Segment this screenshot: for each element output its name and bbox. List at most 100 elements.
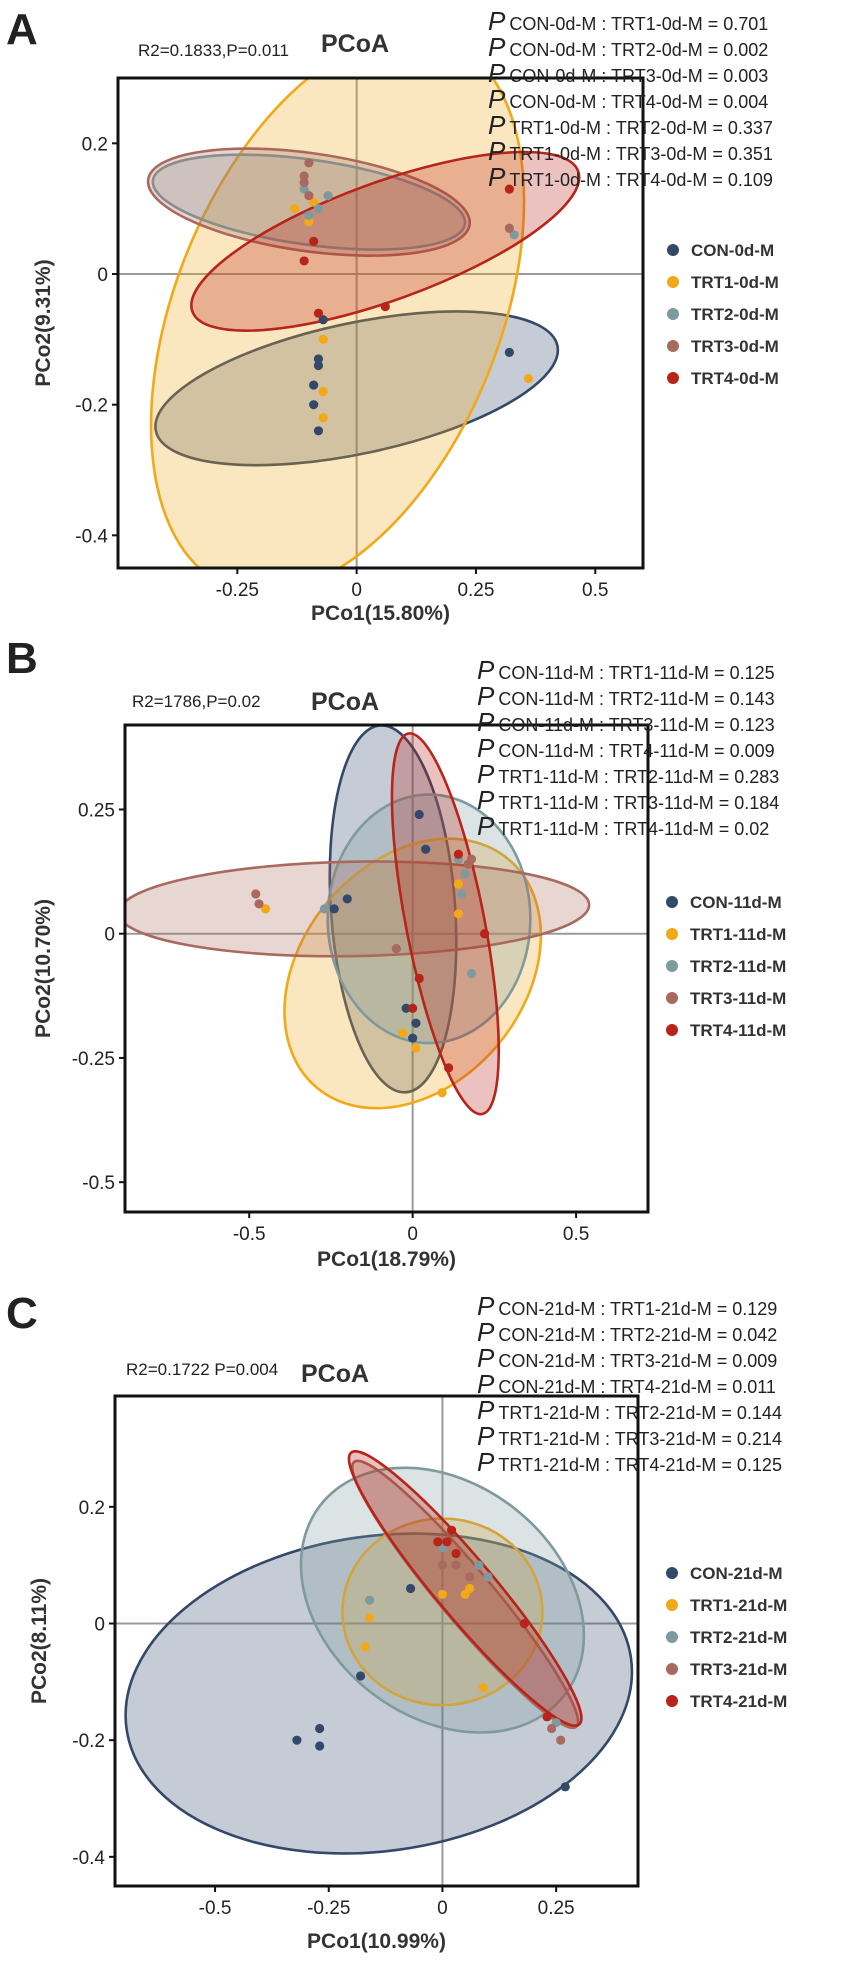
point-TRT1-21d-M [478,1683,488,1693]
ellipse-TRT4-11d-M [390,732,501,1116]
x-tick-label: -0.25 [216,580,259,601]
point-TRT1-21d-M [365,1613,375,1623]
panel-b: B R2=1786,P=0.02 PCoA -0.5 0 0.5 -0.5 -0.25 0 0.2… [6,634,786,1271]
legend-label: CON-0d-M [691,241,774,260]
point-TRT1-0d-M [309,197,319,207]
point-TRT1-0d-M [318,387,328,397]
point-TRT4-21d-M [442,1537,452,1547]
legend-label: TRT1-0d-M [691,273,779,292]
point-TRT4-0d-M [380,302,390,312]
ellipse-TRT3-11d-M [125,860,591,958]
point-TRT2-11d-M [319,904,329,914]
legend-label: TRT4-21d-M [690,1692,787,1711]
y-tick-label: 0.25 [78,800,115,821]
panel-letter: B [6,634,38,683]
y-tick-label: -0.4 [75,526,108,547]
point-TRT2-21d-M [483,1572,493,1582]
point-CON-0d-M [313,426,324,436]
plot-area [115,1396,638,1886]
permanova-stats: R2=1786,P=0.02 [132,692,261,711]
chart-title: PCoA [321,30,389,58]
pairwise-p-value: P CON-11d-M : TRT3-11d-M = 0.123 [477,707,775,737]
point-TRT4-21d-M [433,1537,443,1547]
point-CON-11d-M [414,809,424,820]
y-tick-label: -0.2 [72,1731,105,1752]
legend-marker [666,928,678,940]
point-TRT4-11d-M [444,1063,454,1073]
y-tick-label: -0.5 [82,1173,115,1194]
ellipse-TRT3-0d-M [146,147,472,257]
point-TRT3-0d-M [504,223,514,233]
point-CON-21d-M [560,1782,570,1792]
point-CON-21d-M [315,1741,325,1751]
point-TRT4-21d-M [446,1525,457,1535]
plot-area [118,78,643,568]
point-TRT1-21d-M [437,1589,448,1599]
point-TRT1-11d-M [411,1043,421,1053]
ellipse-TRT1-0d-M [149,78,526,568]
ellipse-CON-21d-M [124,1532,634,1855]
point-CON-11d-M [401,1003,411,1013]
point-TRT1-11d-M [453,909,464,919]
pairwise-p-value: P CON-0d-M : TRT2-0d-M = 0.002 [488,32,768,62]
point-TRT4-11d-M [453,849,464,859]
point-TRT2-21d-M [474,1560,484,1570]
legend-label: TRT2-11d-M [690,957,786,976]
x-tick-label: 0 [407,1224,418,1245]
legend-label: TRT2-21d-M [690,1628,787,1647]
legend-marker [666,1695,678,1707]
legend-label: TRT2-0d-M [691,305,779,324]
point-CON-11d-M [421,844,431,854]
pairwise-p-value: P CON-0d-M : TRT1-0d-M = 0.701 [488,6,768,36]
point-TRT1-21d-M [360,1642,370,1652]
point-TRT2-11d-M [460,869,470,879]
point-TRT1-11d-M [437,1088,447,1098]
point-CON-21d-M [406,1583,416,1594]
y-axis-label: PCo2(9.31%) [32,259,55,386]
point-TRT1-0d-M [289,204,300,214]
panel-a: A R2=0.1833,P=0.011 PCoA -0.25 0 0.25 0.5 -0.4 -… [6,5,779,625]
legend-label: TRT4-11d-M [690,1021,786,1040]
legend-marker [666,1631,678,1643]
ellipse-TRT2-21d-M [299,1466,586,1734]
point-TRT3-21d-M [465,1572,475,1582]
point-TRT2-21d-M [365,1595,375,1605]
panel-letter: C [6,1289,38,1338]
x-tick-label: 0 [351,580,362,601]
point-CON-0d-M [309,380,319,390]
pairwise-p-value: P CON-11d-M : TRT1-11d-M = 0.125 [477,655,775,685]
legend: CON-11d-M TRT1-11d-M TRT2-11d-M TRT3-11d-M T… [666,893,786,1040]
chart-title: PCoA [311,688,379,716]
legend-label: CON-11d-M [690,893,782,912]
point-TRT4-11d-M [479,929,490,939]
ellipse-TRT4-0d-M [190,150,581,332]
x-tick-label: 0.25 [457,580,494,601]
point-CON-0d-M [313,354,324,364]
pairwise-p-value: P CON-21d-M : TRT2-21d-M = 0.042 [477,1317,777,1347]
ellipse-CON-0d-M [154,310,560,467]
pairwise-p-value: P TRT1-21d-M : TRT3-21d-M = 0.214 [477,1421,782,1451]
x-tick-label: 0.5 [582,580,608,601]
pairwise-p-value: P TRT1-11d-M : TRT4-11d-M = 0.02 [477,811,769,841]
point-TRT2-0d-M [323,191,333,201]
point-TRT1-0d-M [318,334,328,344]
point-TRT1-21d-M [465,1583,475,1594]
point-CON-11d-M [329,904,339,914]
x-tick-label: -0.25 [307,1898,350,1919]
plot-frame [116,76,645,570]
point-CON-11d-M [408,1033,418,1043]
legend-label: TRT1-11d-M [690,925,786,944]
y-tick-label: 0 [97,265,108,286]
point-TRT4-21d-M [451,1548,461,1559]
point-TRT4-21d-M [519,1618,529,1629]
point-TRT2-11d-M [457,889,467,899]
point-TRT4-21d-M [542,1712,552,1722]
point-TRT3-0d-M [299,171,309,181]
y-tick-label: 0 [94,1615,105,1636]
point-CON-0d-M [309,400,319,410]
x-tick-label: 0.25 [538,1898,575,1919]
legend-marker [667,372,679,384]
point-TRT2-11d-M [466,968,477,979]
pairwise-p-value: P TRT1-11d-M : TRT2-11d-M = 0.283 [477,759,779,789]
